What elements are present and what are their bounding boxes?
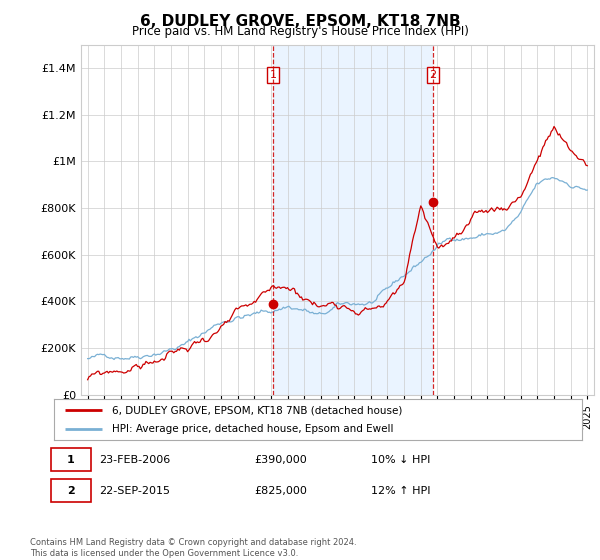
FancyBboxPatch shape [52, 448, 91, 472]
Text: 12% ↑ HPI: 12% ↑ HPI [371, 486, 430, 496]
Text: 22-SEP-2015: 22-SEP-2015 [99, 486, 170, 496]
Text: £390,000: £390,000 [254, 455, 307, 465]
Text: 2: 2 [67, 486, 75, 496]
Text: 2: 2 [430, 70, 437, 80]
Text: 6, DUDLEY GROVE, EPSOM, KT18 7NB: 6, DUDLEY GROVE, EPSOM, KT18 7NB [140, 14, 460, 29]
Text: 1: 1 [67, 455, 75, 465]
Text: 23-FEB-2006: 23-FEB-2006 [99, 455, 170, 465]
Text: £825,000: £825,000 [254, 486, 308, 496]
Bar [273, 45, 433, 395]
Text: 6, DUDLEY GROVE, EPSOM, KT18 7NB (detached house): 6, DUDLEY GROVE, EPSOM, KT18 7NB (detach… [112, 405, 403, 415]
Text: HPI: Average price, detached house, Epsom and Ewell: HPI: Average price, detached house, Epso… [112, 424, 394, 433]
Text: Contains HM Land Registry data © Crown copyright and database right 2024.
This d: Contains HM Land Registry data © Crown c… [30, 538, 356, 558]
Text: 10% ↓ HPI: 10% ↓ HPI [371, 455, 430, 465]
Text: Price paid vs. HM Land Registry's House Price Index (HPI): Price paid vs. HM Land Registry's House … [131, 25, 469, 38]
FancyBboxPatch shape [52, 479, 91, 502]
Text: 1: 1 [270, 70, 277, 80]
